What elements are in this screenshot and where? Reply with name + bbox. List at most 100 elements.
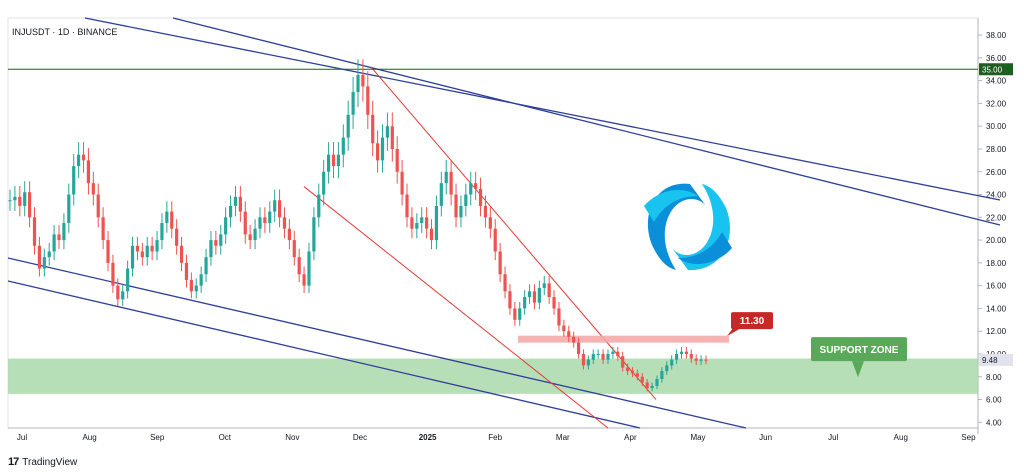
candle-body: [32, 217, 37, 246]
candles-group: [8, 59, 708, 392]
candle-body: [282, 217, 287, 229]
candle-body: [679, 351, 684, 354]
candle-body: [253, 228, 257, 241]
channel-trendline: [7, 257, 747, 429]
candle-body: [464, 194, 468, 206]
candle-body: [645, 382, 649, 389]
candle-body: [449, 171, 453, 195]
x-tick-label: Oct: [219, 433, 232, 442]
last-price-label: 9.48: [982, 356, 998, 365]
candle-body: [297, 257, 301, 275]
candle-body: [228, 205, 233, 218]
candle-body: [184, 262, 189, 280]
candle-body: [670, 359, 674, 366]
resistance-band: [518, 335, 729, 343]
y-tick-label: 36.00: [986, 54, 1007, 63]
candle-body: [356, 74, 360, 93]
candle-body: [567, 331, 571, 337]
support-callout-box: [811, 337, 907, 362]
candle-body: [8, 200, 12, 202]
candle-body: [361, 74, 365, 87]
candle-body: [395, 148, 399, 172]
x-tick-label: May: [690, 433, 705, 442]
x-tick-label: Sep: [961, 433, 976, 442]
candle-body: [552, 297, 556, 309]
candle-body: [96, 194, 100, 218]
candle-body: [596, 353, 600, 355]
candle-body: [611, 351, 615, 354]
candle-body: [140, 251, 144, 258]
logo-right-highlight: [678, 232, 732, 264]
candle-body: [498, 251, 502, 275]
candle-body: [150, 245, 154, 252]
candle-body: [606, 353, 610, 360]
y-tick-label: 22.00: [986, 213, 1007, 222]
candle-body: [62, 223, 66, 241]
candle-body: [366, 86, 370, 115]
candle-body: [72, 166, 76, 195]
candle-body: [572, 336, 576, 343]
candle-body: [307, 251, 311, 286]
candle-body: [704, 359, 708, 361]
x-tick-label: Jul: [17, 433, 27, 442]
candle-body: [459, 205, 463, 218]
candle-body: [194, 285, 198, 292]
x-tick-label: Nov: [285, 433, 299, 442]
candle-body: [621, 356, 625, 368]
tradingview-brand[interactable]: 17 TradingView: [8, 456, 77, 468]
x-tick-label: Apr: [624, 433, 637, 442]
candle-body: [28, 192, 32, 218]
y-tick-label: 30.00: [986, 122, 1007, 131]
candle-body: [625, 367, 630, 372]
candle-body: [454, 194, 458, 218]
x-tick-label: Feb: [488, 433, 502, 442]
candle-body: [674, 353, 679, 360]
candle-body: [655, 379, 659, 386]
candle-body: [233, 196, 238, 206]
brand-label: TradingView: [22, 456, 78, 468]
candle-body: [287, 228, 291, 241]
candle-body: [165, 211, 169, 223]
candle-body: [57, 234, 61, 241]
candle-body: [312, 217, 316, 252]
x-tick-label: Dec: [353, 433, 367, 442]
candle-body: [508, 291, 512, 309]
candle-body: [101, 217, 105, 241]
candle-body: [390, 126, 394, 149]
candle-body: [380, 137, 385, 161]
y-tick-label: 34.00: [986, 77, 1007, 86]
candle-body: [160, 223, 164, 241]
candle-body: [557, 308, 561, 326]
candle-body: [204, 257, 208, 275]
candle-body: [121, 291, 125, 300]
candle-body: [660, 371, 664, 380]
candle-body: [434, 205, 439, 241]
wedge-resistance-line: [370, 66, 657, 400]
candle-body: [37, 245, 42, 269]
candle-body: [331, 154, 336, 167]
candle-body: [277, 200, 282, 218]
x-tick-label: Sep: [150, 433, 165, 442]
candle-body: [130, 245, 135, 269]
candle-body: [405, 194, 409, 218]
candle-body: [116, 285, 120, 300]
candle-body: [341, 137, 345, 155]
x-tick-label: Mar: [556, 433, 570, 442]
candle-body: [684, 351, 688, 354]
x-tick-label: 2025: [419, 433, 437, 442]
y-tick-label: 20.00: [986, 236, 1007, 245]
candle-body: [616, 351, 620, 357]
resistance-callout-label: 11.30: [740, 316, 765, 327]
y-tick-label: 24.00: [986, 191, 1007, 200]
candle-body: [513, 308, 517, 320]
logo-left-highlight: [644, 190, 698, 222]
candle-body: [52, 234, 56, 252]
candle-body: [400, 171, 404, 195]
y-tick-label: 18.00: [986, 259, 1007, 268]
candle-body: [376, 143, 380, 161]
symbol-label: INJUSDT · 1D · BINANCE: [12, 27, 118, 37]
candle-body: [145, 245, 149, 258]
candle-body: [420, 217, 424, 223]
candle-body: [483, 205, 488, 218]
